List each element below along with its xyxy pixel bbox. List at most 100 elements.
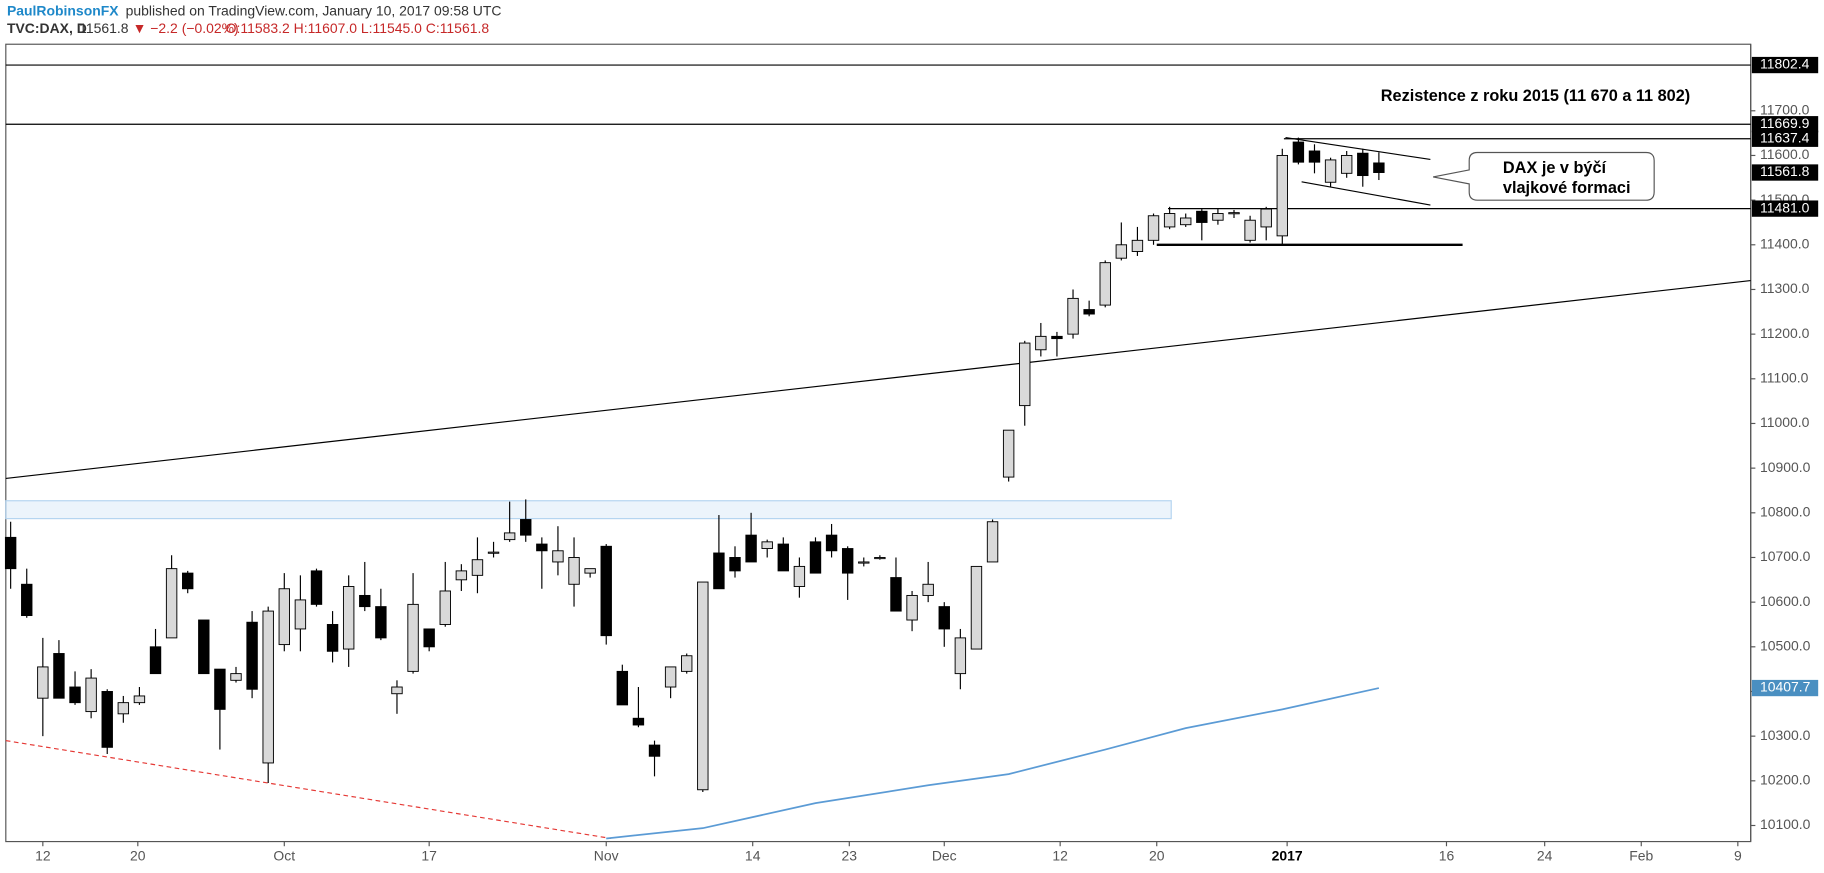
candle-body (21, 583, 33, 617)
x-tick-label: 20 (130, 847, 146, 863)
y-tick-label: 11000.0 (1760, 414, 1810, 430)
price-tag (1751, 56, 1819, 74)
candle-body (1324, 159, 1337, 183)
candle-body (632, 717, 645, 726)
callout-line: DAX je v býčí (1503, 159, 1607, 177)
candle-body (4, 536, 17, 570)
moving-average (606, 687, 1380, 840)
candle-body (101, 691, 113, 748)
candle-body (1276, 154, 1288, 237)
x-tick-label: 20 (1149, 847, 1165, 863)
change: ▼ −2.2 (−0.02%) (133, 20, 239, 36)
candle-body (970, 565, 983, 650)
x-tick-label: Nov (594, 847, 619, 863)
candle-body (520, 519, 532, 536)
candle-body (1308, 150, 1321, 163)
x-tick-label: Dec (932, 847, 957, 863)
candle-body (503, 532, 516, 541)
candle-body (198, 619, 210, 675)
candle-body (616, 670, 629, 706)
y-tick-label: 10200.0 (1760, 772, 1811, 788)
price-tag-label: 11669.9 (1760, 115, 1810, 131)
candle-body (552, 550, 564, 563)
candle-body (986, 521, 999, 563)
candle-body (182, 572, 194, 590)
x-tick-label: 23 (842, 847, 858, 863)
candle-body (648, 744, 661, 757)
candle-body (1067, 297, 1079, 335)
x-tick-label: Oct (273, 847, 295, 863)
x-tick-label: 14 (745, 847, 761, 863)
candle-body (342, 586, 355, 650)
price-tag-label: 11561.8 (1760, 163, 1810, 179)
candle-body (53, 653, 65, 699)
candle-body (1340, 154, 1353, 174)
candle-body (1147, 215, 1160, 241)
y-tick-label: 10300.0 (1760, 727, 1811, 743)
price-tag (1751, 164, 1819, 181)
candle-body (1051, 335, 1063, 340)
candle-body (310, 570, 323, 605)
candle-body (407, 603, 419, 672)
trend-line (5, 279, 1751, 479)
candle-body (471, 559, 484, 576)
price-tag (1751, 679, 1819, 697)
candle-body (278, 588, 290, 646)
y-tick-label: 11300.0 (1760, 280, 1810, 296)
candle-body (906, 594, 918, 621)
candle-body (423, 628, 435, 648)
candle-body (69, 686, 81, 704)
x-tick-label: 17 (421, 847, 437, 863)
price-tag-label: 11802.4 (1760, 56, 1810, 72)
candle-body (745, 534, 757, 563)
candle-body (487, 551, 500, 554)
candle-body (713, 552, 725, 590)
candle-body (938, 606, 950, 630)
y-tick-label: 11200.0 (1760, 325, 1810, 341)
candle-body (890, 577, 902, 612)
y-tick-label: 11700.0 (1760, 101, 1810, 117)
y-tick-label: 10800.0 (1760, 503, 1811, 519)
x-tick-label: 2017 (1272, 847, 1303, 863)
y-tick-label: 10700.0 (1760, 548, 1811, 564)
price-tag (1751, 116, 1819, 133)
candle-body (681, 655, 693, 672)
candle-body (230, 673, 242, 681)
candle-body (1115, 244, 1128, 259)
ohlc: O:11583.2 H:11607.0 L:11545.0 C:11561.8 (226, 20, 490, 36)
candle-body (841, 548, 854, 574)
author: PaulRobinsonFX (7, 2, 119, 18)
y-tick-label: 11100.0 (1760, 369, 1809, 385)
candle-body (729, 557, 741, 572)
x-tick-label: 16 (1439, 847, 1455, 863)
callout-line: vlajkové formaci (1503, 179, 1631, 197)
candle-body (1228, 212, 1240, 215)
price-tag (1751, 200, 1819, 217)
candle-body (1035, 335, 1047, 351)
candle-body (1099, 262, 1111, 306)
candle-body (1019, 342, 1031, 407)
candle-body (439, 590, 451, 625)
annotation: Rezistence z roku 2015 (11 670 a 11 802) (1381, 87, 1690, 105)
candle-body (1292, 141, 1305, 163)
candle-body (761, 541, 773, 550)
candle-body (922, 583, 934, 596)
y-tick-label: 10900.0 (1760, 459, 1811, 475)
trend-line (1285, 137, 1431, 161)
candle-body (536, 543, 548, 552)
candle-body (85, 677, 97, 713)
last-price: 11561.8 (79, 20, 129, 36)
y-tick-label: 10500.0 (1760, 638, 1811, 654)
candle-body (874, 557, 886, 560)
candle-body (809, 541, 822, 574)
candle-body (584, 568, 596, 574)
candle-body (664, 666, 677, 688)
candle-body (777, 543, 789, 572)
price-tag-label: 10407.7 (1760, 679, 1811, 695)
candle-body (1357, 152, 1369, 177)
trend-line (5, 740, 612, 840)
y-tick-label: 10100.0 (1760, 816, 1811, 832)
x-tick-label: 24 (1537, 847, 1553, 863)
